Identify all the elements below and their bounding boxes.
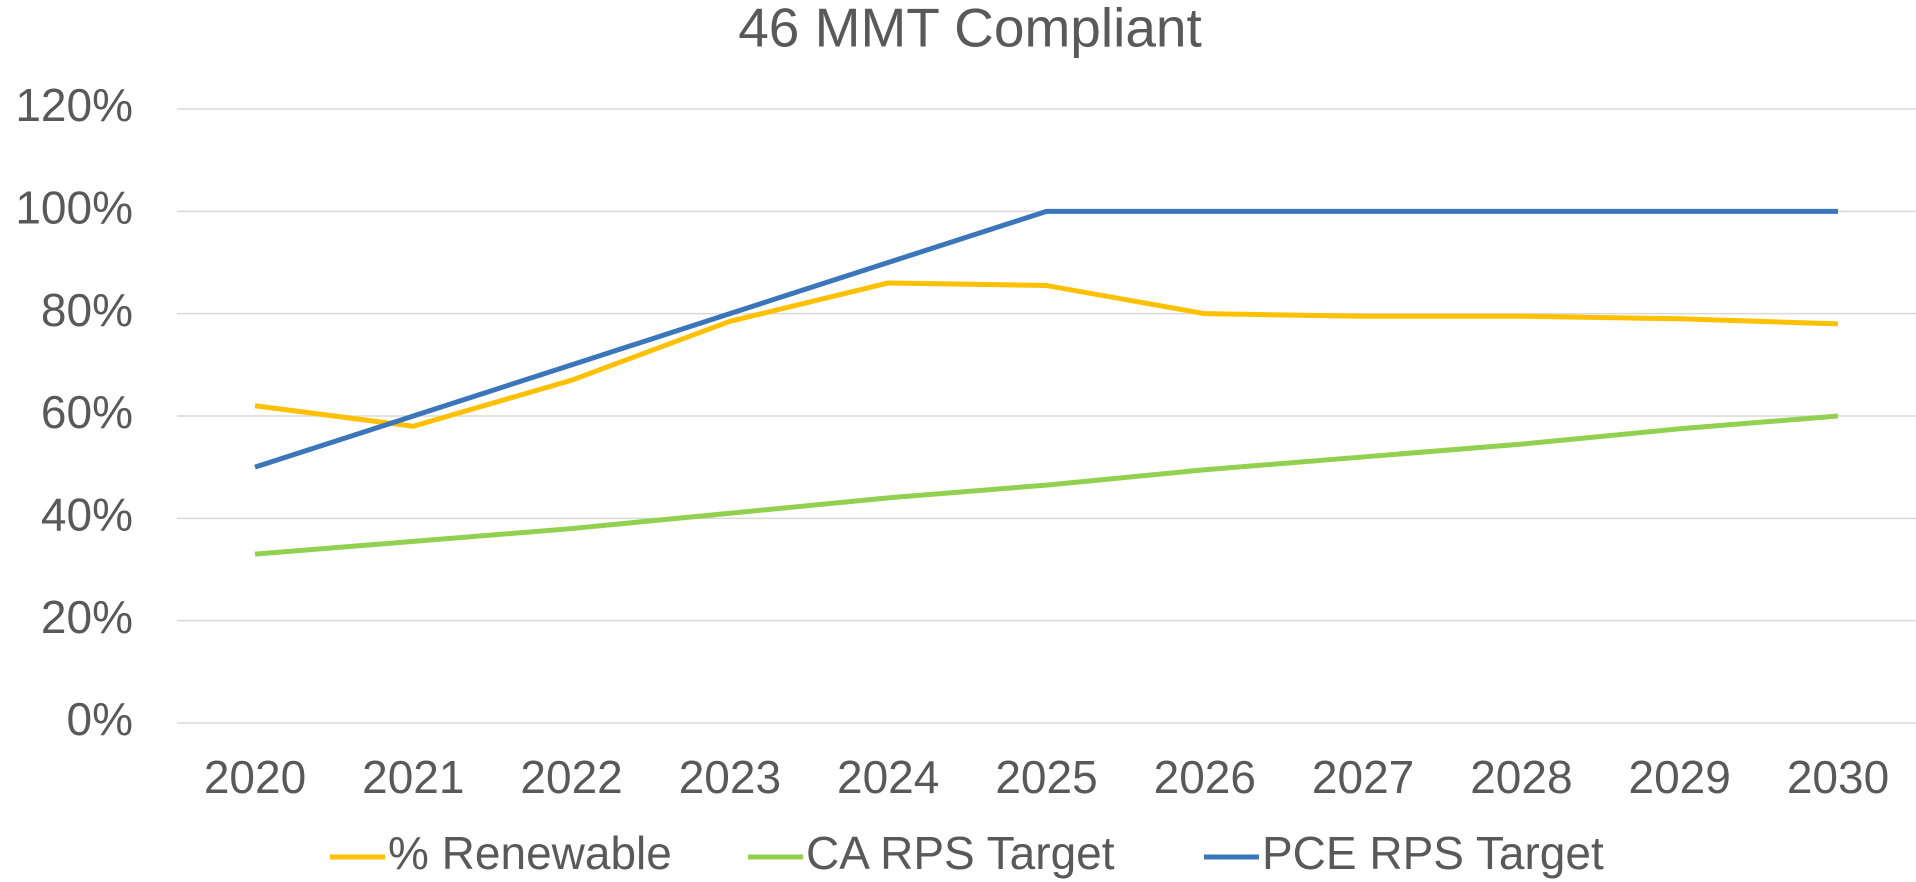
y-tick-label: 120% xyxy=(15,79,133,131)
x-tick-label: 2027 xyxy=(1312,751,1414,803)
legend-label: CA RPS Target xyxy=(806,827,1115,879)
x-tick-label: 2023 xyxy=(679,751,781,803)
x-tick-label: 2029 xyxy=(1629,751,1731,803)
y-tick-label: 20% xyxy=(41,591,133,643)
legend-label: PCE RPS Target xyxy=(1262,827,1604,879)
series-line xyxy=(254,280,1839,429)
x-tick-label: 2022 xyxy=(520,751,622,803)
x-tick-label: 2024 xyxy=(837,751,939,803)
legend-label: % Renewable xyxy=(388,827,672,879)
x-tick-label: 2028 xyxy=(1470,751,1572,803)
x-tick-label: 2020 xyxy=(204,751,306,803)
x-tick-label: 2025 xyxy=(995,751,1097,803)
y-tick-label: 0% xyxy=(67,693,133,745)
y-tick-label: 60% xyxy=(41,386,133,438)
series-line xyxy=(254,208,1838,470)
y-tick-label: 100% xyxy=(15,181,133,233)
x-tick-label: 2021 xyxy=(362,751,464,803)
series-line xyxy=(254,413,1839,557)
x-tick-label: 2030 xyxy=(1787,751,1889,803)
y-tick-label: 40% xyxy=(41,488,133,540)
chart-title: 46 MMT Compliant xyxy=(738,0,1202,59)
x-tick-label: 2026 xyxy=(1154,751,1256,803)
y-tick-label: 80% xyxy=(41,284,133,336)
